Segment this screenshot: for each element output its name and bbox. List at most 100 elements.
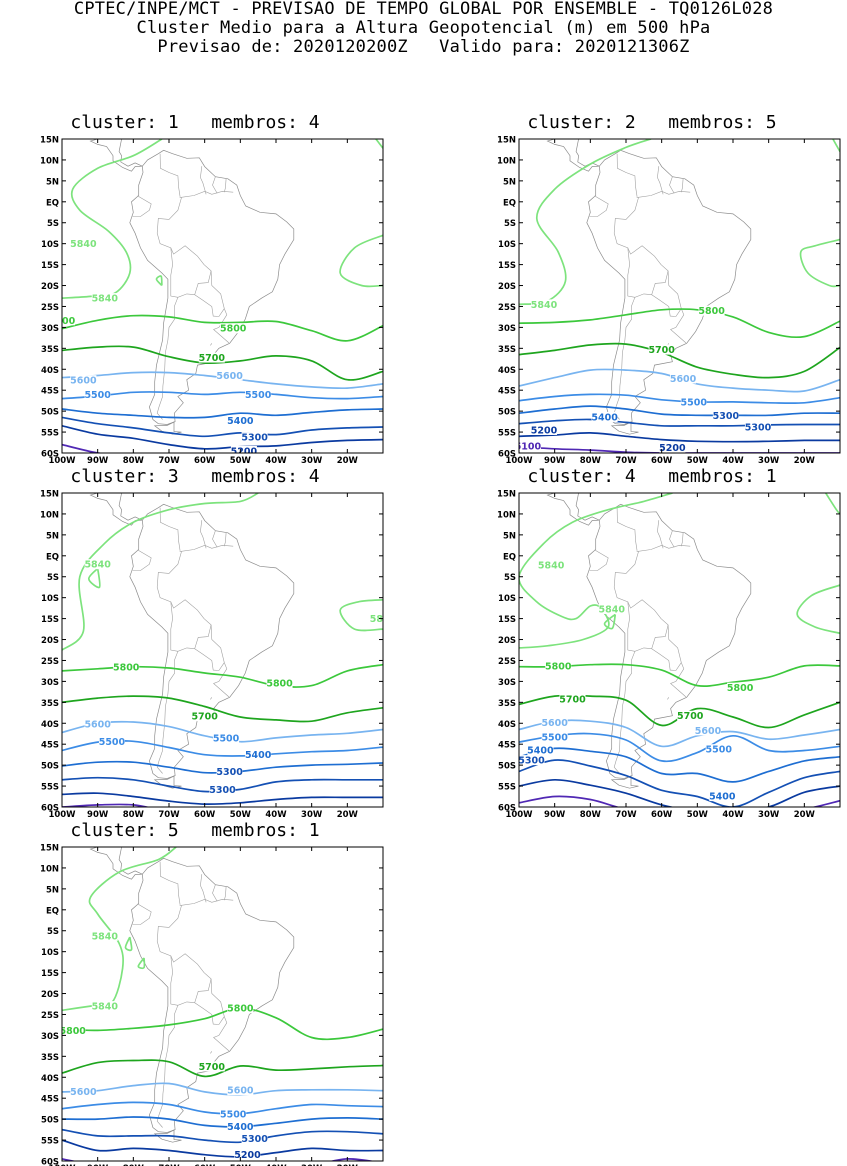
lon-tick-label: 70W: [615, 810, 637, 820]
lat-tick-label: 10S: [498, 240, 516, 250]
lat-tick-label: 50S: [41, 408, 59, 418]
contour-label-5700: 5700: [648, 345, 675, 356]
lat-tick-label: 25S: [41, 303, 59, 313]
lat-tick-label: 15N: [40, 844, 59, 854]
lat-tick-label: 35S: [498, 699, 516, 709]
contour-label-5600: 5600: [216, 371, 243, 382]
contour-label-5800: 5800: [545, 661, 572, 672]
lon-tick-label: 60W: [651, 810, 673, 820]
panel-title: cluster: 5 membros: 1: [5, 821, 385, 841]
contour-label-5700: 5700: [199, 1062, 226, 1073]
contour-label-5300: 5300: [216, 767, 243, 778]
lon-tick-label: 50W: [230, 810, 252, 820]
panel-title: cluster: 1 membros: 4: [5, 113, 385, 133]
contour-label-5200: 5200: [659, 443, 686, 454]
lat-tick-label: 5N: [503, 177, 516, 187]
lat-tick-label: 40S: [498, 720, 516, 730]
contour-label-5500: 5500: [541, 733, 568, 744]
lon-tick-label: 30W: [301, 456, 323, 466]
lon-tick-label: 40W: [722, 456, 744, 466]
lat-tick-label: 5N: [46, 885, 59, 895]
lat-tick-label: 55S: [41, 1137, 59, 1147]
lon-tick-label: 90W: [87, 456, 109, 466]
lat-tick-label: 5S: [47, 219, 59, 229]
lat-tick-label: 15S: [41, 615, 59, 625]
contour-label-5500: 5500: [220, 1110, 247, 1121]
lon-tick-label: 90W: [544, 456, 566, 466]
lon-tick-label: 60W: [194, 810, 216, 820]
contour-label-5700: 5700: [191, 712, 218, 723]
lon-tick-label: 100W: [505, 456, 533, 466]
lon-tick-label: 70W: [158, 810, 180, 820]
lon-tick-label: 60W: [194, 456, 216, 466]
lat-tick-label: 20S: [498, 636, 516, 646]
lat-tick-label: 5S: [47, 927, 59, 937]
lat-tick-label: 20S: [41, 282, 59, 292]
contour-label-5600: 5600: [70, 376, 97, 387]
lat-tick-label: 5S: [504, 573, 516, 583]
lat-tick-label: 5N: [46, 531, 59, 541]
lat-tick-label: 35S: [41, 345, 59, 355]
lat-tick-label: 40S: [41, 366, 59, 376]
lat-tick-label: 50S: [498, 762, 516, 772]
contour-label-5300: 5300: [241, 433, 268, 444]
lat-tick-label: 10S: [41, 240, 59, 250]
lat-tick-label: 20S: [41, 636, 59, 646]
lat-tick-label: 55S: [41, 429, 59, 439]
lat-tick-label: 55S: [41, 783, 59, 793]
contour-map: 5840584058005800570057005600560055005500…: [462, 489, 842, 812]
contour-label-5400: 5400: [591, 412, 618, 423]
lat-tick-label: 40S: [41, 1074, 59, 1084]
lat-tick-label: 30S: [498, 678, 516, 688]
lat-tick-label: 5S: [47, 573, 59, 583]
lat-tick-label: EQ: [503, 552, 516, 562]
lat-tick-label: 25S: [498, 657, 516, 667]
lat-tick-label: 15N: [40, 136, 59, 146]
lon-tick-label: 80W: [580, 810, 602, 820]
contour-label-5600: 5600: [541, 718, 568, 729]
lon-tick-label: 80W: [580, 456, 602, 466]
header-title-line-2: Cluster Medio para a Altura Geopotencial…: [0, 19, 847, 38]
contour-label-5600: 5600: [227, 1086, 254, 1097]
lon-tick-label: 30W: [301, 810, 323, 820]
contour-label-5800: 5800: [113, 663, 140, 674]
lat-tick-label: 20S: [41, 990, 59, 1000]
lon-tick-label: 40W: [722, 810, 744, 820]
panel-title: cluster: 2 membros: 5: [462, 113, 842, 133]
panel-title: cluster: 3 membros: 4: [5, 467, 385, 487]
lon-tick-label: 40W: [265, 810, 287, 820]
contour-label-5840: 5840: [531, 300, 558, 311]
lat-tick-label: 10N: [497, 156, 516, 166]
contour-label-5800: 5800: [266, 679, 293, 690]
contour-label-5700: 5700: [677, 711, 704, 722]
lat-tick-label: 15S: [498, 615, 516, 625]
lat-tick-label: 30S: [41, 678, 59, 688]
contour-label-5200: 5200: [531, 425, 558, 436]
lat-tick-label: 50S: [41, 1116, 59, 1126]
panel-title: cluster: 4 membros: 1: [462, 467, 842, 487]
contour-label-5500: 5500: [84, 390, 111, 401]
contour-label-5840: 5840: [92, 931, 119, 942]
lon-tick-label: 20W: [337, 456, 359, 466]
contour-label-5700: 5700: [199, 353, 226, 364]
lat-tick-label: 40S: [498, 366, 516, 376]
contour-label-5600: 5600: [70, 1087, 97, 1098]
lat-tick-label: 35S: [41, 1053, 59, 1063]
lat-tick-label: 10N: [40, 864, 59, 874]
lat-tick-label: 10N: [40, 510, 59, 520]
contour-label-5400: 5400: [227, 416, 254, 427]
contour-label-5800: 5800: [727, 683, 754, 694]
lat-tick-label: EQ: [46, 552, 59, 562]
contour-label-5840: 5840: [538, 561, 565, 572]
lat-tick-label: 45S: [498, 741, 516, 751]
lat-tick-label: 45S: [41, 387, 59, 397]
contour-label-5500: 5500: [245, 390, 272, 401]
contour-label-5500: 5500: [213, 733, 240, 744]
contour-label-5840: 5840: [84, 560, 111, 571]
